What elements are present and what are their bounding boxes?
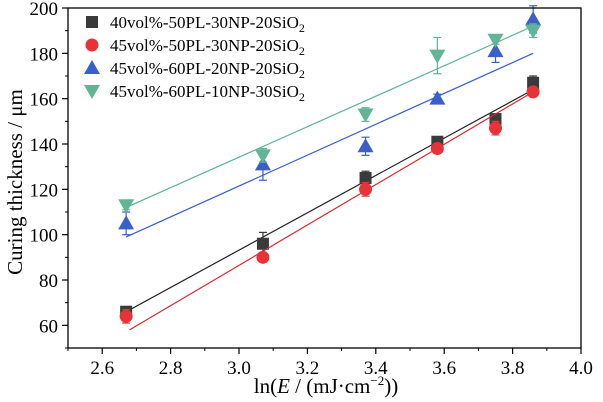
legend-label: 45vol%-50PL-30NP-20SiO2 — [110, 36, 305, 58]
plot-frame — [67, 7, 582, 349]
data-point — [487, 43, 504, 58]
legend-label-subscript: 2 — [299, 90, 305, 104]
legend-label: 45vol%-60PL-20NP-20SiO2 — [110, 59, 305, 81]
legend-item-4: 45vol%-60PL-10NP-30SiO2 — [84, 82, 305, 104]
y-tick-label: 100 — [30, 226, 59, 247]
data-point — [487, 33, 504, 48]
y-tick-label: 200 — [30, 0, 59, 20]
data-point — [489, 121, 502, 135]
legend-label-subscript: 2 — [299, 21, 305, 35]
x-tick-label: 3.6 — [432, 358, 456, 379]
x-tick-label: 3.2 — [296, 358, 320, 379]
x-axis-title: ln(E / (mJ·cm−2)) — [254, 373, 398, 398]
x-tick-label: 4.0 — [569, 358, 593, 379]
series-2 — [119, 85, 540, 331]
legend: 40vol%-50PL-30NP-20SiO245vol%-50PL-30NP-… — [84, 13, 305, 104]
fit-line — [125, 52, 534, 238]
legend-item-2: 45vol%-50PL-30NP-20SiO2 — [85, 36, 305, 58]
legend-marker — [84, 60, 100, 74]
data-point — [118, 199, 135, 214]
data-point — [357, 108, 374, 123]
data-point — [359, 182, 373, 196]
x-title-part: ln( — [254, 374, 277, 398]
data-point — [256, 237, 269, 250]
data-point — [430, 142, 444, 156]
x-title-superscript: −2 — [370, 373, 384, 388]
legend-label: 40vol%-50PL-30NP-20SiO2 — [110, 13, 305, 35]
fit-line — [125, 89, 534, 313]
y-tick-label: 80 — [39, 271, 58, 292]
axes-layer: 2.6 2.8 3.0 3.2 3.4 3.6 3.8 4.0 60 80 100 120 140 160… — [30, 0, 593, 379]
legend-marker — [86, 16, 98, 28]
x-tick-label: 2.6 — [90, 358, 114, 379]
legend-label-main: 40vol%-50PL-30NP-20SiO — [110, 13, 299, 32]
y-tick-label: 160 — [30, 90, 59, 111]
series-3 — [118, 5, 542, 238]
data-point — [525, 11, 542, 26]
data-point — [429, 49, 446, 64]
fit-line — [125, 25, 534, 209]
x-tick-label: 3.8 — [501, 358, 525, 379]
legend-label-main: 45vol%-60PL-10NP-30SiO — [110, 82, 299, 101]
legend-marker — [84, 85, 100, 99]
data-point — [254, 156, 271, 171]
x-tick-label: 3.4 — [364, 358, 388, 379]
y-tick-label: 140 — [30, 135, 59, 156]
legend-label-subscript: 2 — [299, 67, 305, 81]
data-point — [357, 138, 374, 153]
legend-label-main: 45vol%-60PL-20NP-20SiO — [110, 59, 299, 78]
y-axis-title: Curing thickness / μm — [3, 89, 27, 275]
series-1 — [120, 75, 540, 318]
data-point — [429, 90, 446, 105]
legend-label-subscript: 2 — [299, 44, 305, 58]
y-tick-label: 60 — [39, 316, 58, 337]
legend-label: 45vol%-60PL-10NP-30SiO2 — [110, 82, 305, 104]
legend-marker — [85, 38, 99, 52]
data-point — [526, 85, 540, 99]
data-point — [527, 76, 540, 89]
plot-layer — [118, 5, 542, 331]
legend-item-3: 45vol%-60PL-20NP-20SiO2 — [84, 59, 305, 81]
data-point — [359, 172, 372, 184]
data-point — [118, 215, 135, 230]
fit-line — [129, 91, 534, 331]
x-title-part: )) — [384, 374, 398, 398]
x-tick-label: 2.8 — [159, 358, 183, 379]
x-tick-label: 3.0 — [227, 358, 251, 379]
y-tick-label: 120 — [30, 180, 59, 201]
y-tick-label: 180 — [30, 44, 59, 65]
data-point — [525, 24, 542, 39]
series-4 — [118, 23, 542, 214]
legend-label-main: 45vol%-50PL-30NP-20SiO — [110, 36, 299, 55]
data-point — [256, 250, 270, 264]
data-point — [119, 309, 133, 323]
data-point — [254, 149, 271, 164]
x-title-part: / (mJ·cm — [290, 374, 370, 398]
legend-item-1: 40vol%-50PL-30NP-20SiO2 — [86, 13, 305, 35]
x-title-variable: E — [276, 374, 290, 398]
